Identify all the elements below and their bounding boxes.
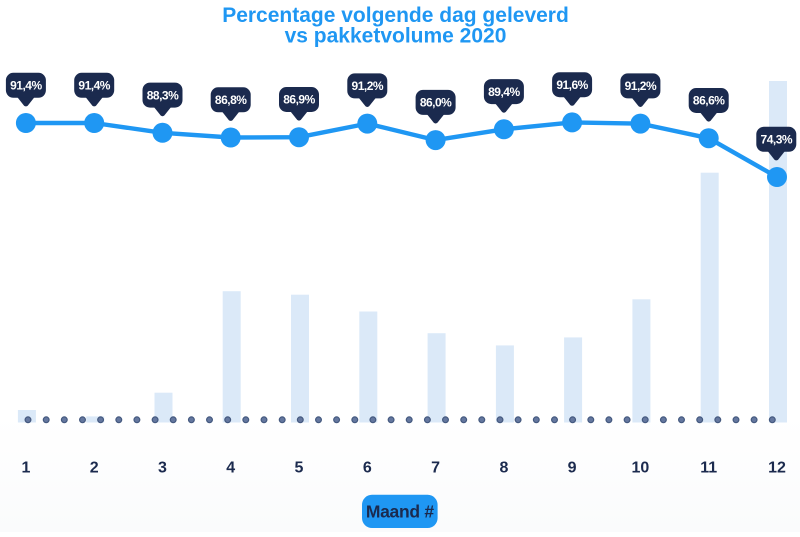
svg-text:5: 5 xyxy=(295,459,304,476)
svg-text:vs pakketvolume 2020: vs pakketvolume 2020 xyxy=(285,25,507,48)
svg-text:11: 11 xyxy=(700,459,717,476)
svg-text:3: 3 xyxy=(158,459,167,476)
svg-text:88,3%: 88,3% xyxy=(147,88,179,102)
svg-text:10: 10 xyxy=(632,459,650,476)
svg-text:91,2%: 91,2% xyxy=(625,79,657,93)
svg-text:91,2%: 91,2% xyxy=(352,79,384,93)
svg-text:6: 6 xyxy=(363,459,372,476)
svg-text:89,4%: 89,4% xyxy=(488,85,520,99)
svg-text:8: 8 xyxy=(499,459,508,476)
svg-text:86,0%: 86,0% xyxy=(420,96,452,110)
svg-text:Percentage volgende dag geleve: Percentage volgende dag geleverd xyxy=(222,4,569,27)
svg-text:91,6%: 91,6% xyxy=(556,78,588,92)
svg-text:1: 1 xyxy=(21,459,30,476)
svg-text:91,4%: 91,4% xyxy=(78,79,110,93)
svg-text:86,9%: 86,9% xyxy=(283,93,315,107)
svg-text:4: 4 xyxy=(226,459,235,476)
svg-text:12: 12 xyxy=(768,459,786,476)
svg-text:86,8%: 86,8% xyxy=(215,93,247,107)
svg-text:74,3%: 74,3% xyxy=(761,133,793,147)
svg-text:7: 7 xyxy=(431,459,440,476)
svg-text:Maand #: Maand # xyxy=(366,502,434,522)
svg-text:86,6%: 86,6% xyxy=(693,94,725,108)
svg-text:91,4%: 91,4% xyxy=(10,79,42,93)
svg-text:2: 2 xyxy=(90,459,99,476)
svg-text:9: 9 xyxy=(568,459,577,476)
